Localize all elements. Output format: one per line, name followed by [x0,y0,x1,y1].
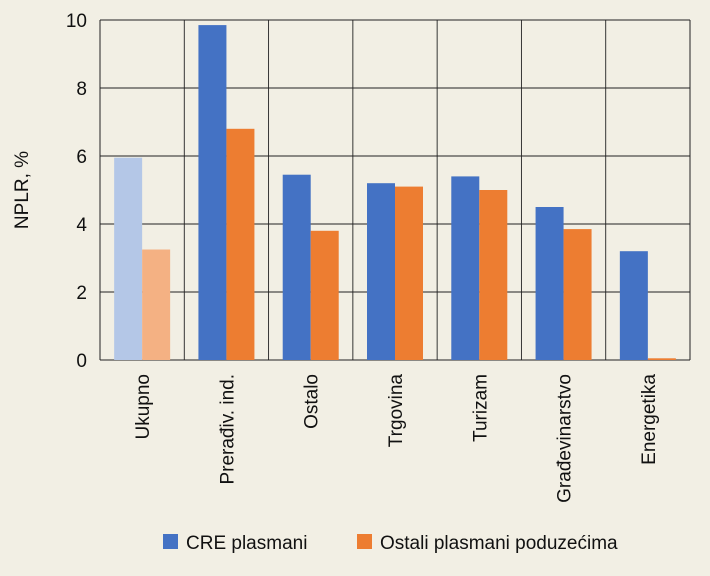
y-tick-label: 2 [76,283,87,304]
y-axis-label: NPLR, % [12,151,33,229]
bar-cre-0 [114,157,143,360]
legend-swatch-cre [163,534,178,549]
legend: CRE plasmani Ostali plasmani poduzećima [163,533,618,554]
bar-ostali-3 [395,186,423,360]
y-tick-label: 0 [76,351,87,372]
x-category-label: Ostalo [302,374,323,429]
x-category-label: Trgovina [386,374,407,448]
bar-cre-3 [367,183,395,360]
bar-ostali-5 [563,229,592,360]
bar-cre-4 [451,176,480,360]
x-category-labels: Ukupno Prerađiv. ind. Ostalo Trgovina Turiza… [133,374,660,503]
y-tick-label: 8 [76,79,87,100]
legend-swatch-ostali [357,534,372,549]
bar-ostali-2 [310,230,339,360]
legend-label-ostali: Ostali plasmani poduzećima [380,533,618,554]
y-tick-label: 6 [76,147,87,168]
legend-label-cre: CRE plasmani [186,533,307,554]
bars [114,25,676,360]
bar-ostali-6 [647,358,676,360]
x-category-label: Ukupno [133,374,154,440]
x-category-label: Energetika [639,374,660,465]
x-category-label: Građevinarstvo [555,374,576,503]
bar-ostali-4 [479,190,508,360]
bar-cre-5 [535,207,564,360]
bar-cre-6 [619,251,648,360]
y-tick-label: 4 [76,215,87,236]
bar-ostali-0 [142,249,171,360]
x-category-label: Turizam [470,374,491,442]
bar-cre-1 [198,25,227,360]
x-category-label: Prerađiv. ind. [217,374,238,485]
bar-ostali-1 [226,128,255,360]
bar-cre-2 [282,174,311,360]
y-tick-labels: 0 2 4 6 8 10 [66,11,88,372]
y-tick-label: 10 [66,11,87,32]
